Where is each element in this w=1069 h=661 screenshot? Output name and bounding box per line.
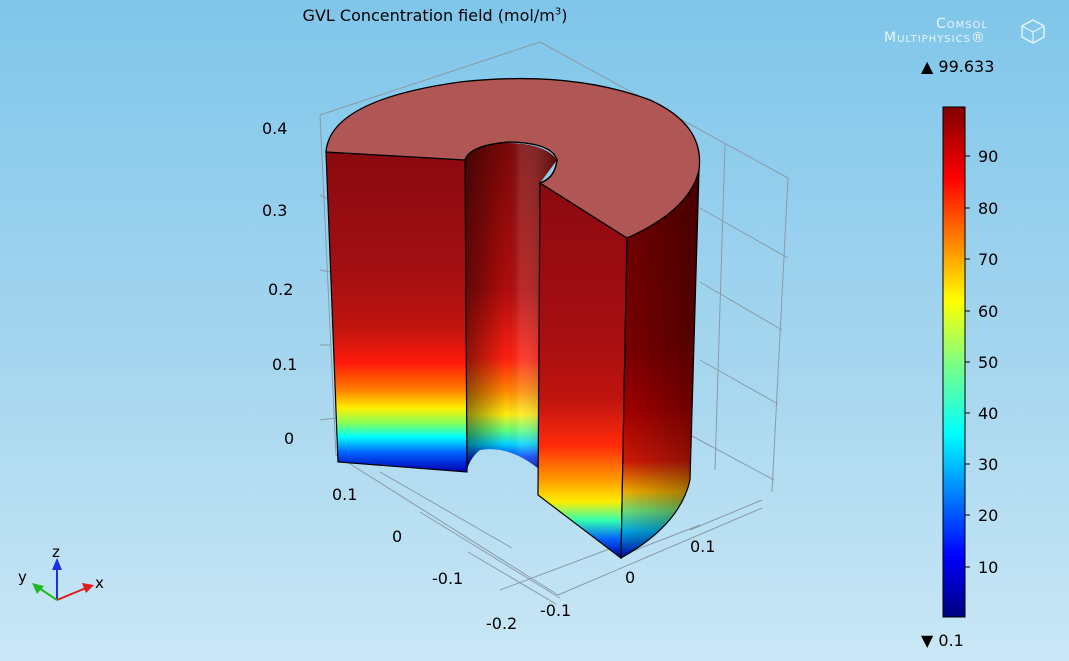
z-tick-0.3: 0.3	[262, 201, 287, 220]
x-axis-ticks: 0.1 0 -0.1 -0.2	[332, 485, 517, 633]
axis-grid	[319, 41, 789, 605]
cut-face-right	[537, 181, 628, 560]
cb-tick-80: 80	[978, 199, 998, 218]
y-tick-0.1: 0.1	[690, 537, 715, 556]
colorbar	[942, 106, 966, 618]
axis-triad: z y x	[18, 543, 104, 601]
z-tick-0.1: 0.1	[272, 355, 297, 374]
y-arrow-icon	[32, 583, 44, 594]
z-arrow-icon	[52, 558, 62, 570]
cb-tick-60: 60	[978, 302, 998, 321]
colorbar-max-label: ▲ 99.633	[921, 57, 995, 76]
colorbar-min-label: ▼ 0.1	[921, 631, 964, 650]
triad-y-axis	[38, 587, 58, 601]
z-axis-ticks: 0.4 0.3 0.2 0.1 0	[262, 119, 297, 448]
triad-z-label: z	[52, 543, 60, 561]
cb-tick-40: 40	[978, 404, 998, 423]
colorbar-tick-labels: 90 80 70 60 50 40 30 20 10	[978, 147, 998, 577]
cb-tick-50: 50	[978, 353, 998, 372]
z-tick-0: 0	[284, 429, 294, 448]
x-tick-neg0.2: -0.2	[486, 614, 517, 633]
y-tick-0: 0	[625, 568, 635, 587]
cb-tick-30: 30	[978, 455, 998, 474]
z-tick-0.2: 0.2	[268, 280, 293, 299]
colorbar-ticks	[965, 155, 970, 568]
cb-tick-90: 90	[978, 147, 998, 166]
y-axis-ticks: -0.1 0 0.1	[540, 537, 715, 620]
comsol-cube-icon	[1021, 19, 1045, 44]
triad-y-label: y	[18, 568, 27, 586]
triad-x-axis	[56, 587, 87, 601]
y-tick-neg0.1: -0.1	[540, 601, 571, 620]
x-tick-0.1: 0.1	[332, 485, 357, 504]
cb-tick-10: 10	[978, 558, 998, 577]
x-tick-neg0.1: -0.1	[432, 569, 463, 588]
comsol-logo: Comsol Multiphysics®	[880, 16, 1060, 48]
x-arrow-icon	[82, 583, 94, 593]
triad-x-label: x	[95, 574, 104, 592]
cb-tick-70: 70	[978, 250, 998, 269]
z-tick-0.4: 0.4	[262, 119, 287, 138]
x-tick-0: 0	[392, 527, 402, 546]
cut-face-left	[325, 151, 468, 473]
plot-title: GVL Concentration field (mol/m3)	[302, 6, 568, 25]
cb-tick-20: 20	[978, 506, 998, 525]
